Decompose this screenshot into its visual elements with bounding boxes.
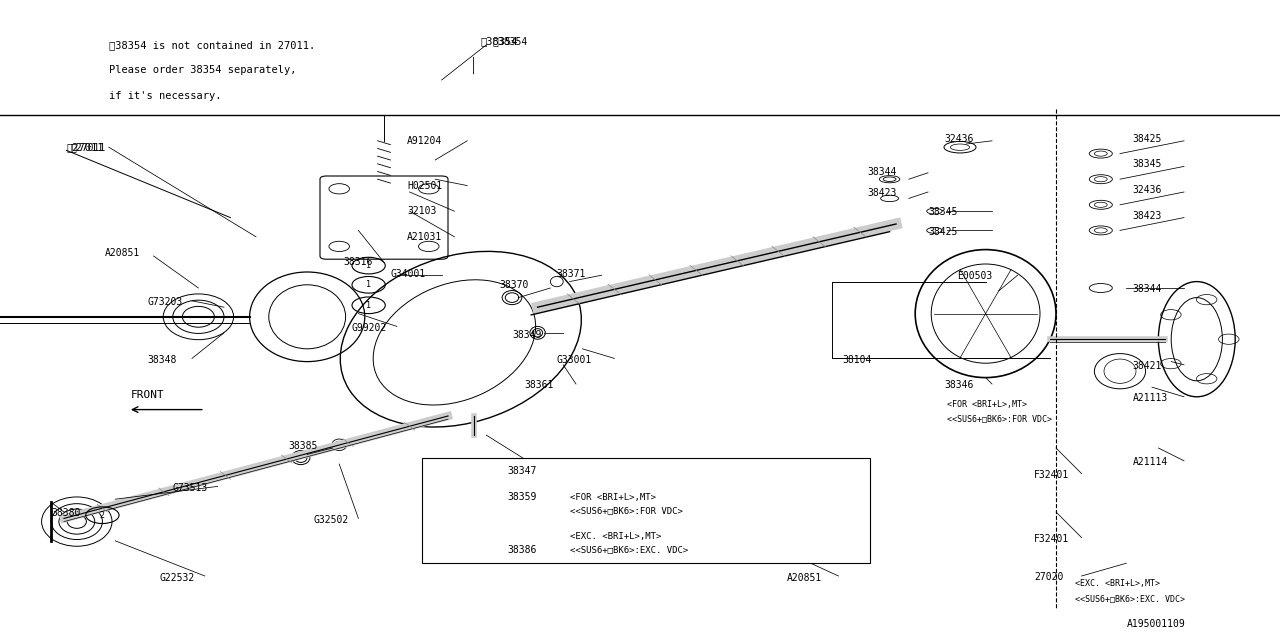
Text: A91204: A91204 <box>407 136 443 146</box>
Text: 38380: 38380 <box>51 508 81 518</box>
Text: 38423: 38423 <box>1133 211 1162 221</box>
Text: G73203: G73203 <box>745 536 781 546</box>
Text: 38386: 38386 <box>507 545 536 555</box>
Text: FRONT: FRONT <box>131 390 164 400</box>
Text: 38425: 38425 <box>1133 134 1162 144</box>
Text: 38370: 38370 <box>499 280 529 290</box>
Text: Please order 38354 separately,: Please order 38354 separately, <box>109 65 296 76</box>
Text: 32436: 32436 <box>945 134 974 144</box>
Text: 1: 1 <box>673 485 678 494</box>
Text: 38104: 38104 <box>842 355 872 365</box>
Text: G34001: G34001 <box>570 509 605 519</box>
Text: H02501: H02501 <box>407 180 443 191</box>
Text: <FOR <BRI+L>,MT>: <FOR <BRI+L>,MT> <box>570 493 655 502</box>
Text: ※38354 is not contained in 27011.: ※38354 is not contained in 27011. <box>109 40 315 50</box>
Text: ※38354: ※38354 <box>480 36 517 47</box>
Text: 32103: 32103 <box>407 206 436 216</box>
Text: A20851: A20851 <box>105 248 141 258</box>
Text: 38385: 38385 <box>288 441 317 451</box>
Text: 38345: 38345 <box>928 207 957 218</box>
Text: 38423: 38423 <box>868 188 897 198</box>
Text: <EXC. <BRI+L>,MT>: <EXC. <BRI+L>,MT> <box>570 532 660 541</box>
Text: G99202: G99202 <box>352 323 388 333</box>
Text: 2: 2 <box>100 511 105 520</box>
Text: 1: 1 <box>366 261 371 270</box>
Text: 38371: 38371 <box>557 269 586 279</box>
Text: 38347: 38347 <box>507 466 536 476</box>
Text: E00503: E00503 <box>957 271 993 282</box>
Text: <<SUS6+□BK6>:EXC. VDC>: <<SUS6+□BK6>:EXC. VDC> <box>570 545 687 554</box>
Text: F32401: F32401 <box>1034 534 1070 544</box>
Text: <FOR <BRI+L>,MT>: <FOR <BRI+L>,MT> <box>947 400 1028 409</box>
Text: 38348: 38348 <box>147 355 177 365</box>
Text: 1: 1 <box>366 280 371 289</box>
Text: A195001109: A195001109 <box>1126 619 1185 629</box>
Text: 38361: 38361 <box>525 380 554 390</box>
Text: ※27011: ※27011 <box>70 142 106 152</box>
Text: G32502: G32502 <box>314 515 349 525</box>
Text: 38312: 38312 <box>493 463 522 474</box>
Text: G34001: G34001 <box>390 269 426 279</box>
Text: 1: 1 <box>366 301 371 310</box>
Text: 38348: 38348 <box>698 515 727 525</box>
Text: 38421: 38421 <box>1133 361 1162 371</box>
Text: G99202: G99202 <box>570 534 605 545</box>
Text: 32436: 32436 <box>1133 185 1162 195</box>
Text: 27020: 27020 <box>1034 572 1064 582</box>
Text: <<SUS6+□BK6>:FOR VDC>: <<SUS6+□BK6>:FOR VDC> <box>570 506 682 515</box>
Text: if it's necessary.: if it's necessary. <box>109 91 221 101</box>
Text: A20851: A20851 <box>787 573 823 583</box>
Text: 38344: 38344 <box>1133 284 1162 294</box>
Text: ※27011: ※27011 <box>67 142 104 152</box>
Text: 38344: 38344 <box>868 166 897 177</box>
Text: <<SUS6+□BK6>:FOR VDC>: <<SUS6+□BK6>:FOR VDC> <box>947 415 1052 424</box>
Text: <<SUS6+□BK6>:EXC. VDC>: <<SUS6+□BK6>:EXC. VDC> <box>1075 594 1185 603</box>
Text: 1: 1 <box>449 467 453 476</box>
Text: A21031: A21031 <box>407 232 443 242</box>
Text: 38349: 38349 <box>512 330 541 340</box>
Text: 38316: 38316 <box>343 257 372 268</box>
Text: 38345: 38345 <box>1133 159 1162 170</box>
Text: <EXC. <BRI+L>,MT>: <EXC. <BRI+L>,MT> <box>1075 579 1160 588</box>
Text: ※38354: ※38354 <box>493 36 529 47</box>
Text: 38346: 38346 <box>945 380 974 390</box>
Text: G33001: G33001 <box>557 355 593 365</box>
Text: F32401: F32401 <box>1034 470 1070 480</box>
Text: A21113: A21113 <box>1133 393 1169 403</box>
Text: 38425: 38425 <box>928 227 957 237</box>
Text: G73203: G73203 <box>147 297 183 307</box>
Text: 38359: 38359 <box>507 492 536 502</box>
Text: 2: 2 <box>449 506 453 515</box>
Bar <box>422 458 870 563</box>
Text: G22532: G22532 <box>160 573 196 583</box>
Text: A21114: A21114 <box>1133 457 1169 467</box>
Text: G73513: G73513 <box>173 483 209 493</box>
